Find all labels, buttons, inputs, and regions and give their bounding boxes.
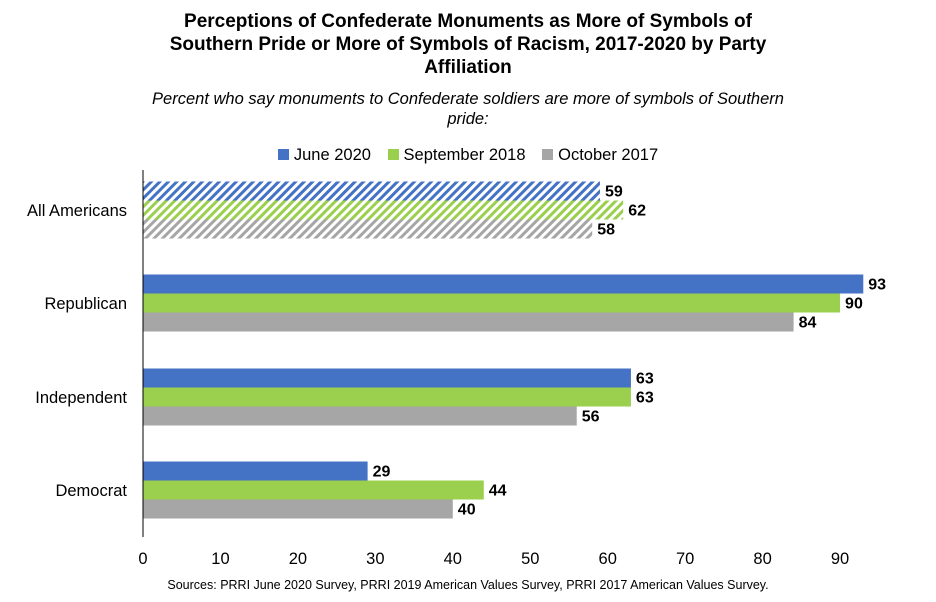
chart-title-line: Perceptions of Confederate Monuments as … bbox=[184, 11, 752, 32]
legend-item: June 2020 bbox=[277, 145, 371, 165]
legend-swatch bbox=[387, 149, 399, 160]
legend-item: October 2017 bbox=[542, 145, 658, 165]
x-tick-label: 60 bbox=[599, 550, 617, 568]
bar bbox=[143, 461, 368, 481]
chart-subtitle-line: Percent who say monuments to Confederate… bbox=[152, 90, 784, 108]
chart-subtitle-line: pride: bbox=[447, 110, 489, 128]
chart-title-line: Southern Pride or More of Symbols of Rac… bbox=[169, 34, 767, 55]
data-label: 56 bbox=[582, 409, 600, 426]
data-label: 84 bbox=[799, 315, 817, 332]
data-label: 63 bbox=[636, 371, 654, 388]
data-label: 40 bbox=[458, 502, 476, 519]
x-tick-label: 0 bbox=[138, 550, 147, 568]
x-tick-label: 10 bbox=[211, 550, 229, 568]
bar bbox=[143, 181, 600, 201]
data-label: 29 bbox=[373, 464, 391, 481]
data-label: 62 bbox=[628, 203, 646, 220]
category-label: Independent bbox=[35, 389, 127, 407]
legend-swatch bbox=[277, 149, 289, 160]
bar bbox=[143, 219, 593, 239]
x-tick-label: 90 bbox=[831, 550, 849, 568]
x-tick-label: 30 bbox=[366, 550, 384, 568]
bar bbox=[143, 200, 624, 220]
x-tick-label: 80 bbox=[753, 550, 771, 568]
category-label: Democrat bbox=[55, 482, 127, 500]
x-tick-label: 20 bbox=[289, 550, 307, 568]
category-label: All Americans bbox=[27, 202, 127, 220]
data-label: 63 bbox=[636, 390, 654, 407]
data-label: 44 bbox=[489, 483, 507, 500]
legend-label: June 2020 bbox=[293, 146, 371, 164]
category-label: Republican bbox=[44, 295, 127, 313]
data-label: 58 bbox=[597, 222, 615, 239]
bar bbox=[143, 368, 631, 388]
legend-item: September 2018 bbox=[387, 145, 526, 165]
chart-legend: June 2020 September 2018 October 2017 bbox=[0, 145, 936, 165]
bar bbox=[143, 499, 453, 519]
data-label: 59 bbox=[605, 184, 623, 201]
bar bbox=[143, 406, 577, 426]
bar bbox=[143, 387, 631, 407]
x-tick-label: 70 bbox=[676, 550, 694, 568]
chart-subtitle: Percent who say monuments to Confederate… bbox=[0, 89, 936, 129]
bar bbox=[143, 274, 864, 294]
bar bbox=[143, 293, 841, 313]
data-label: 93 bbox=[868, 277, 886, 294]
bar bbox=[143, 312, 794, 332]
bar bbox=[143, 480, 484, 500]
source-note: Sources: PRRI June 2020 Survey, PRRI 201… bbox=[167, 578, 769, 592]
legend-swatch bbox=[542, 149, 554, 160]
chart-title-line: Affiliation bbox=[424, 57, 512, 78]
legend-label: September 2018 bbox=[403, 146, 526, 164]
data-label: 90 bbox=[845, 296, 863, 313]
legend-label: October 2017 bbox=[558, 146, 659, 164]
chart-title: Perceptions of Confederate Monuments as … bbox=[0, 10, 936, 79]
x-tick-label: 40 bbox=[444, 550, 462, 568]
x-tick-label: 50 bbox=[521, 550, 539, 568]
